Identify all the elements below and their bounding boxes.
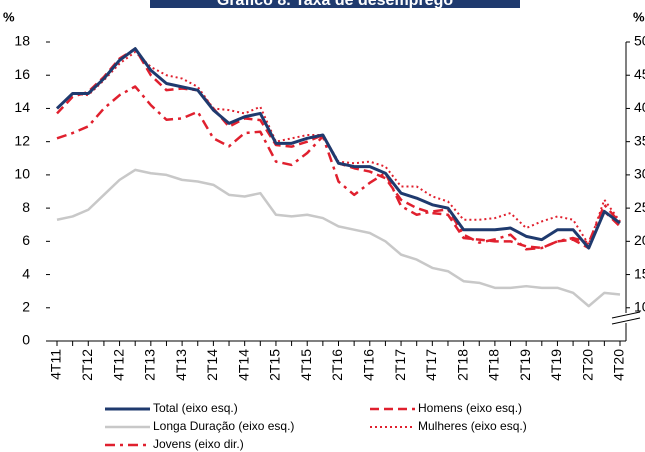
x-tick-label: 4T12: [110, 349, 126, 381]
x-tick-label: 2T14: [204, 349, 220, 381]
series-line: [56, 47, 621, 250]
axis-break: [611, 311, 641, 325]
y2-tick-label: 45: [634, 66, 645, 82]
y2-tick-label: 50: [634, 33, 645, 49]
x-tick-label: 2T12: [79, 349, 95, 381]
series-line: [56, 85, 621, 251]
x-tick-label: 4T15: [298, 349, 314, 381]
x-tick-label: 2T20: [579, 349, 595, 381]
x-tick-label: 4T11: [48, 349, 64, 380]
y2-tick-label: 20: [634, 232, 645, 248]
legend-label: Longa Duração (eixo esq.): [153, 419, 294, 433]
y-tick-label: 10: [14, 166, 30, 182]
y-tick-label: 8: [22, 199, 30, 215]
y-tick-label: 18: [14, 33, 30, 49]
x-tick-label: 2T19: [517, 349, 533, 381]
title-band: [150, 0, 520, 8]
y-tick-label: 16: [14, 66, 30, 82]
legend-label: Mulheres (eixo esq.): [418, 419, 527, 433]
y-tick-label: 4: [22, 265, 30, 281]
series-line: [56, 50, 621, 246]
y-tick-label: 0: [22, 332, 30, 348]
series-line: [56, 168, 621, 308]
legend: Total (eixo esq.) Homens (eixo esq.) Longa…: [105, 401, 527, 451]
y-tick-label: 2: [22, 298, 30, 314]
x-tick-label: 4T16: [360, 349, 376, 381]
x-tick-label: 4T14: [235, 349, 251, 381]
x-tick-label: 2T16: [329, 349, 345, 381]
x-tick-label: 4T13: [173, 349, 189, 381]
y-tick-label: 12: [14, 132, 30, 148]
y-tick-label: 14: [14, 99, 30, 115]
legend-label: Homens (eixo esq.): [418, 401, 522, 415]
y-tick-label: 6: [22, 232, 30, 248]
x-tick-label: 2T17: [392, 349, 408, 381]
series-line: [55, 47, 621, 250]
y2-tick-label: 10: [634, 298, 645, 314]
y2-tick-label: 25: [634, 199, 645, 215]
x-tick-label: 2T18: [454, 349, 470, 381]
x-tick-label: 2T13: [142, 349, 158, 381]
y2-tick-label: 35: [634, 132, 645, 148]
x-tick-label: 4T19: [548, 349, 564, 381]
y2-tick-label: 30: [634, 166, 645, 182]
y2-tick-label: 40: [634, 99, 645, 115]
x-tick-label: 2T15: [267, 349, 283, 381]
x-tick-label: 4T20: [611, 349, 627, 381]
legend-label: Jovens (eixo dir.): [153, 437, 244, 451]
legend-label: Total (eixo esq.): [153, 401, 238, 415]
x-tick-label: 4T17: [423, 349, 439, 381]
y2-axis-label: %: [633, 9, 645, 24]
y2-tick-label: 15: [634, 265, 645, 281]
chart-title: Gráfico 8. Taxa de desemprego: [217, 0, 453, 9]
x-tick-label: 4T18: [486, 349, 502, 381]
y-axis-label: %: [3, 9, 15, 24]
